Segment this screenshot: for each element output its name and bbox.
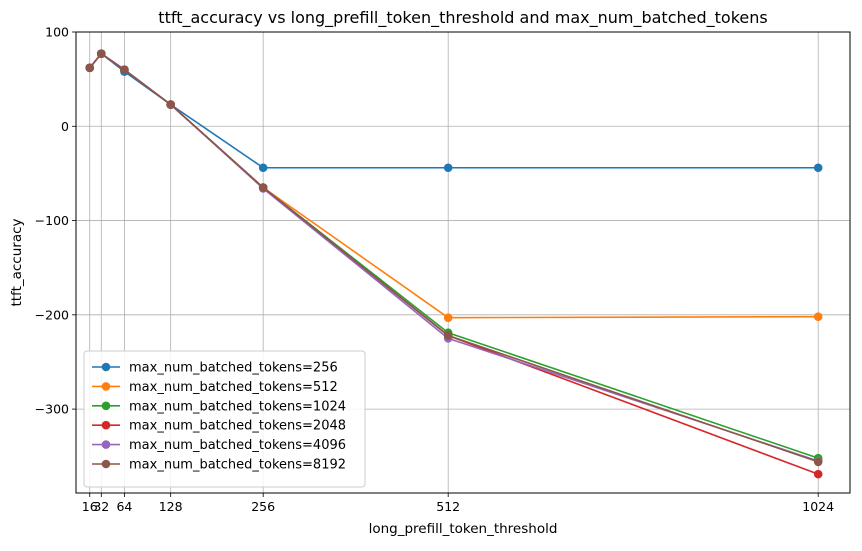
data-point — [813, 312, 823, 322]
legend-label: max_num_batched_tokens=2048 — [129, 419, 346, 434]
data-point — [813, 457, 823, 467]
y-axis-label: ttft_accuracy — [9, 218, 25, 306]
legend-item: max_num_batched_tokens=256 — [92, 361, 338, 376]
data-point — [96, 49, 106, 58]
data-point — [813, 163, 823, 173]
legend-item: max_num_batched_tokens=1024 — [92, 399, 346, 414]
x-tick-label: 1024 — [802, 499, 834, 514]
x-tick-label: 512 — [436, 499, 460, 514]
data-point — [258, 183, 268, 192]
x-tick-label: 32 — [93, 499, 109, 514]
y-tick-label: −100 — [35, 213, 69, 228]
legend-swatch-marker — [101, 420, 111, 430]
legend-swatch-marker — [101, 401, 111, 411]
y-tick-label: 100 — [45, 25, 69, 40]
series-lines — [85, 49, 823, 479]
x-tick-label: 128 — [159, 499, 183, 514]
data-point — [443, 313, 453, 322]
series-line — [89, 52, 819, 319]
legend-swatch-marker — [101, 440, 111, 449]
legend: max_num_batched_tokens=256 max_num_batche… — [83, 350, 366, 488]
data-point — [258, 163, 268, 173]
legend-item: max_num_batched_tokens=8192 — [92, 458, 346, 473]
legend-label: max_num_batched_tokens=4096 — [129, 438, 346, 453]
x-tick-label: 64 — [116, 499, 132, 514]
x-axis-label: long_prefill_token_threshold — [369, 521, 558, 537]
legend-item: max_num_batched_tokens=2048 — [92, 419, 346, 434]
series-line — [89, 52, 819, 169]
data-point — [166, 100, 175, 109]
legend-label: max_num_batched_tokens=1024 — [129, 399, 346, 414]
data-point — [813, 469, 823, 479]
series-5 — [85, 49, 823, 467]
y-tick-label: −200 — [35, 307, 69, 322]
x-tick-label: 256 — [251, 499, 275, 514]
series-0 — [85, 49, 823, 173]
legend-swatch-marker — [101, 362, 111, 372]
legend-label: max_num_batched_tokens=512 — [129, 380, 338, 395]
legend-item: max_num_batched_tokens=512 — [92, 380, 338, 395]
y-axis-ticks: 100 0 −100 −200 −300 — [35, 25, 76, 417]
data-point — [443, 331, 453, 340]
legend-item: max_num_batched_tokens=4096 — [92, 438, 346, 453]
data-point — [120, 65, 129, 75]
legend-box — [83, 350, 366, 488]
legend-swatch-marker — [101, 382, 111, 391]
legend-label: max_num_batched_tokens=256 — [129, 361, 338, 376]
plot-frame — [75, 31, 851, 494]
legend-label: max_num_batched_tokens=8192 — [129, 458, 346, 473]
y-tick-label: −300 — [35, 402, 69, 417]
x-tick-label: 16 — [82, 499, 98, 514]
legend-swatch-marker — [101, 459, 111, 469]
series-1 — [85, 49, 823, 322]
data-point — [85, 63, 95, 73]
y-tick-label: 0 — [61, 119, 69, 134]
data-point — [443, 163, 453, 173]
chart-title: ttft_accuracy vs long_prefill_token_thre… — [158, 8, 767, 28]
